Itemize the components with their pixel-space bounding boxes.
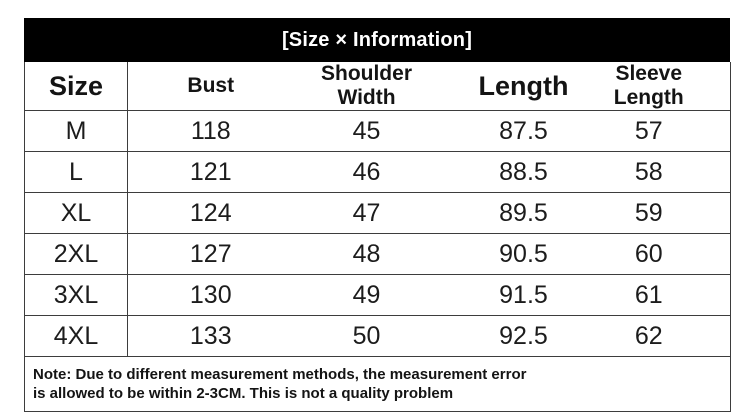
size-chart: [Size × Information] Size Bust Shoulder … <box>24 18 731 412</box>
shoulder-width-cell: 49 <box>293 274 440 316</box>
column-header-shoulder-width: Shoulder Width <box>320 62 412 109</box>
size-cell: 2XL <box>24 233 128 275</box>
shoulder-width-cell: 48 <box>293 233 440 275</box>
column-header-length: Length <box>478 70 569 101</box>
table-row-2xl: 2XL 127 48 90.5 60 <box>24 233 731 275</box>
bust-cell: 130 <box>127 274 294 316</box>
measurement-note-line-1: Note: Due to different measurement metho… <box>33 366 527 383</box>
measurement-note: Note: Due to different measurement metho… <box>24 356 731 412</box>
shoulder-width-cell: 50 <box>293 315 440 357</box>
table-row-m: M 118 45 87.5 57 <box>24 110 731 152</box>
bust-cell: 121 <box>127 151 294 193</box>
column-header-size: Size <box>24 62 128 111</box>
size-table: Size Bust Shoulder Width Length Sleeve L… <box>24 62 731 412</box>
sleeve-length-cell: 62 <box>607 315 731 357</box>
sleeve-length-cell: 57 <box>607 110 731 152</box>
length-cell: 88.5 <box>439 151 608 193</box>
size-cell: 3XL <box>24 274 128 316</box>
note-row: Note: Due to different measurement metho… <box>24 356 731 412</box>
bust-cell: 127 <box>127 233 294 275</box>
sleeve-length-cell: 60 <box>607 233 731 275</box>
size-table-header-row: Size Bust Shoulder Width Length Sleeve L… <box>24 62 731 111</box>
sleeve-length-cell: 58 <box>607 151 731 193</box>
bust-cell: 118 <box>127 110 294 152</box>
table-row-l: L 121 46 88.5 58 <box>24 151 731 193</box>
size-cell: XL <box>24 192 128 234</box>
size-cell: L <box>24 151 128 193</box>
table-row-xl: XL 124 47 89.5 59 <box>24 192 731 234</box>
column-header-bust: Bust <box>187 74 235 97</box>
length-cell: 89.5 <box>439 192 608 234</box>
length-cell: 92.5 <box>439 315 608 357</box>
table-row-3xl: 3XL 130 49 91.5 61 <box>24 274 731 316</box>
shoulder-width-cell: 47 <box>293 192 440 234</box>
column-header-sleeve-length: Sleeve Length <box>613 62 684 109</box>
shoulder-width-cell: 46 <box>293 151 440 193</box>
length-cell: 87.5 <box>439 110 608 152</box>
size-cell: M <box>24 110 128 152</box>
bust-cell: 133 <box>127 315 294 357</box>
shoulder-width-cell: 45 <box>293 110 440 152</box>
sleeve-length-cell: 59 <box>607 192 731 234</box>
size-chart-title-bar: [Size × Information] <box>24 18 730 62</box>
size-cell: 4XL <box>24 315 128 357</box>
sleeve-length-cell: 61 <box>607 274 731 316</box>
measurement-note-line-2: is allowed to be within 2-3CM. This is n… <box>33 385 454 402</box>
size-chart-title: [Size × Information] <box>281 28 473 51</box>
table-row-4xl: 4XL 133 50 92.5 62 <box>24 315 731 357</box>
bust-cell: 124 <box>127 192 294 234</box>
length-cell: 90.5 <box>439 233 608 275</box>
length-cell: 91.5 <box>439 274 608 316</box>
